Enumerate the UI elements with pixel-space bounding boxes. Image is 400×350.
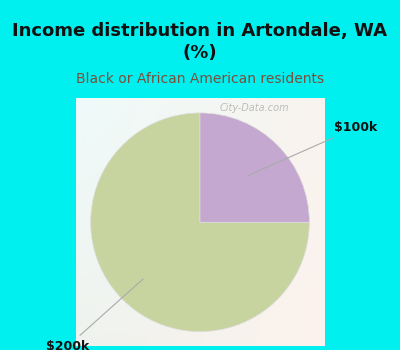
Wedge shape [91, 113, 309, 331]
Text: $200k: $200k [46, 279, 143, 350]
Text: $100k: $100k [248, 121, 378, 175]
Text: City-Data.com: City-Data.com [220, 103, 290, 113]
Wedge shape [200, 113, 309, 222]
Text: Black or African American residents: Black or African American residents [76, 72, 324, 86]
Text: Income distribution in Artondale, WA
(%): Income distribution in Artondale, WA (%) [12, 22, 388, 62]
